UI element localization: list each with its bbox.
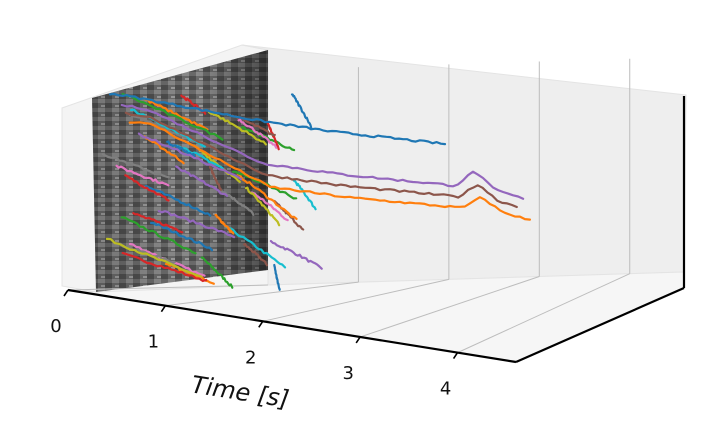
trajectory-line	[273, 263, 281, 291]
floor-grid-line	[360, 276, 540, 338]
trajectory-line	[121, 92, 224, 141]
trajectory-line	[132, 212, 184, 234]
x-axis-title: Time [s]	[189, 370, 291, 413]
trajectory-line	[269, 240, 323, 270]
long-trajectory-line	[124, 111, 518, 209]
trajectory-line	[166, 140, 196, 158]
grid	[67, 58, 631, 354]
trajectory-line	[200, 256, 234, 289]
depth-axis-line	[515, 286, 685, 364]
trajectory-line	[101, 153, 170, 179]
floor-grid-line	[165, 281, 359, 307]
trajectory-line	[130, 114, 197, 143]
trajectory-line	[120, 216, 197, 255]
trajectory-line	[175, 165, 229, 197]
trajectory-line	[292, 179, 317, 211]
trajectory-line	[290, 93, 313, 129]
long-trajectory-line	[128, 121, 531, 221]
long-trajectory-line	[108, 92, 447, 146]
trajectory-line	[222, 222, 287, 269]
long-trajectory-line	[120, 103, 525, 200]
floor-grid-line	[457, 273, 630, 354]
trajectory-line	[143, 98, 209, 131]
trajectory-line	[121, 251, 208, 283]
trajectory-line	[137, 132, 243, 181]
trajectory-line	[105, 237, 203, 278]
trajectory-line	[236, 173, 298, 220]
trajectory-line	[124, 174, 170, 202]
trajectory-line	[237, 118, 278, 149]
back-pane	[241, 44, 687, 286]
x-tick-label: 2	[245, 347, 256, 368]
trajectory-line	[157, 210, 236, 239]
trajectory-line	[176, 144, 224, 170]
trajectory-line	[214, 213, 235, 235]
trajectory-line	[145, 184, 212, 217]
x-tick-mark	[355, 336, 361, 344]
floor-grid-line	[67, 284, 269, 291]
trajectory-line	[244, 186, 281, 227]
trajectory-lines	[101, 92, 531, 291]
trajectory-line	[207, 111, 267, 146]
x-tick-mark	[452, 352, 459, 360]
x-tick-label: 0	[50, 316, 61, 337]
x-tick-label: 1	[148, 332, 159, 353]
x-tick-label: 4	[440, 379, 451, 400]
x-tick-mark	[63, 289, 69, 297]
trajectory-line	[243, 242, 268, 267]
trajectory-line	[266, 120, 280, 151]
trajectory-line	[150, 221, 214, 252]
x-tick-label: 3	[342, 363, 353, 384]
x-axis-line	[67, 288, 517, 364]
trajectory-line	[250, 191, 289, 222]
trajectory-line	[208, 165, 223, 191]
x-ticks: 0 1 2 3 4	[50, 289, 459, 400]
trajectory-line	[115, 164, 170, 187]
x-tick-mark	[258, 320, 264, 328]
floor-grid-line	[262, 278, 449, 322]
x-tick-mark	[160, 305, 167, 313]
